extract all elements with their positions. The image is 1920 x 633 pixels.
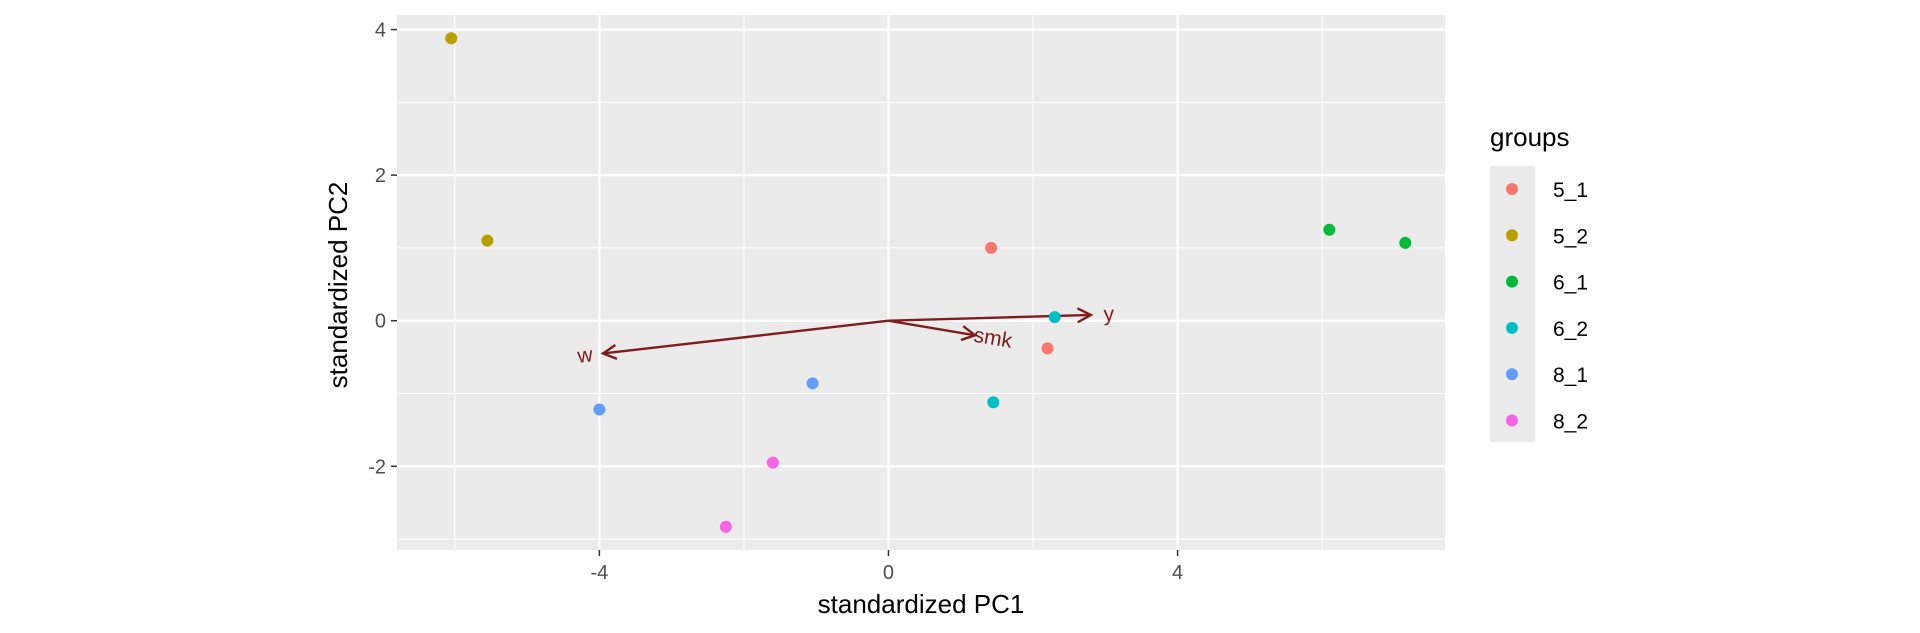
arrow-smk-shaft	[888, 319, 976, 337]
legend-label-6_2: 6_2	[1553, 318, 1588, 341]
legend: groups 5_1 5_2 6_1 6_2 8_1 8_2	[1490, 122, 1588, 442]
point-8_1	[593, 403, 606, 416]
y-axis-ticks: -2 0 2 4	[368, 20, 397, 478]
point-8_2	[719, 520, 732, 533]
arrow-y-head	[1076, 307, 1094, 324]
point-6_1	[1323, 223, 1336, 236]
arrow-label-w: w	[575, 343, 595, 368]
point-5_1	[985, 241, 998, 254]
arrow-smk-head	[960, 325, 978, 342]
point-5_1	[1041, 342, 1054, 355]
y-tick-label: -2	[368, 456, 386, 478]
point-6_2	[987, 396, 1000, 409]
y-tick-label: 2	[375, 165, 386, 187]
point-8_2	[766, 456, 779, 469]
y-tick-label: 4	[375, 20, 386, 42]
legend-label-5_2: 5_2	[1553, 225, 1588, 248]
point-5_2	[481, 234, 494, 247]
legend-key-background	[1490, 166, 1535, 442]
legend-key-8_2	[1506, 414, 1518, 427]
point-6_2	[1048, 311, 1061, 324]
arrow-w-shaft	[602, 319, 889, 355]
legend-label-8_1: 8_1	[1553, 364, 1588, 387]
legend-key-6_2	[1506, 321, 1518, 334]
arrow-w-head	[600, 344, 618, 361]
plot-panel	[397, 15, 1445, 550]
x-tick-label: -4	[590, 562, 608, 584]
x-axis-title: standardized PC1	[818, 589, 1025, 619]
legend-key-5_2	[1506, 229, 1518, 242]
legend-key-5_1	[1506, 183, 1518, 195]
x-tick-label: 0	[883, 562, 894, 584]
point-6_1	[1399, 236, 1412, 249]
x-axis-ticks: -4 0 4	[590, 550, 1183, 584]
point-5_2	[445, 32, 458, 45]
legend-label-8_2: 8_2	[1553, 411, 1588, 434]
arrow-label-y: y	[1103, 303, 1115, 326]
legend-items: 5_1 5_2 6_1 6_2 8_1 8_2	[1506, 179, 1588, 434]
point-8_1	[806, 377, 819, 390]
legend-label-5_1: 5_1	[1553, 179, 1588, 202]
legend-title: groups	[1490, 122, 1570, 152]
legend-key-8_1	[1506, 368, 1518, 381]
legend-label-6_1: 6_1	[1553, 272, 1588, 295]
y-axis-title: standardized PC2	[323, 182, 353, 389]
x-tick-label: 4	[1172, 562, 1183, 584]
minor-gridlines	[397, 15, 1445, 550]
data-points	[445, 32, 1412, 533]
y-tick-label: 0	[375, 311, 386, 333]
legend-key-6_1	[1506, 275, 1518, 288]
